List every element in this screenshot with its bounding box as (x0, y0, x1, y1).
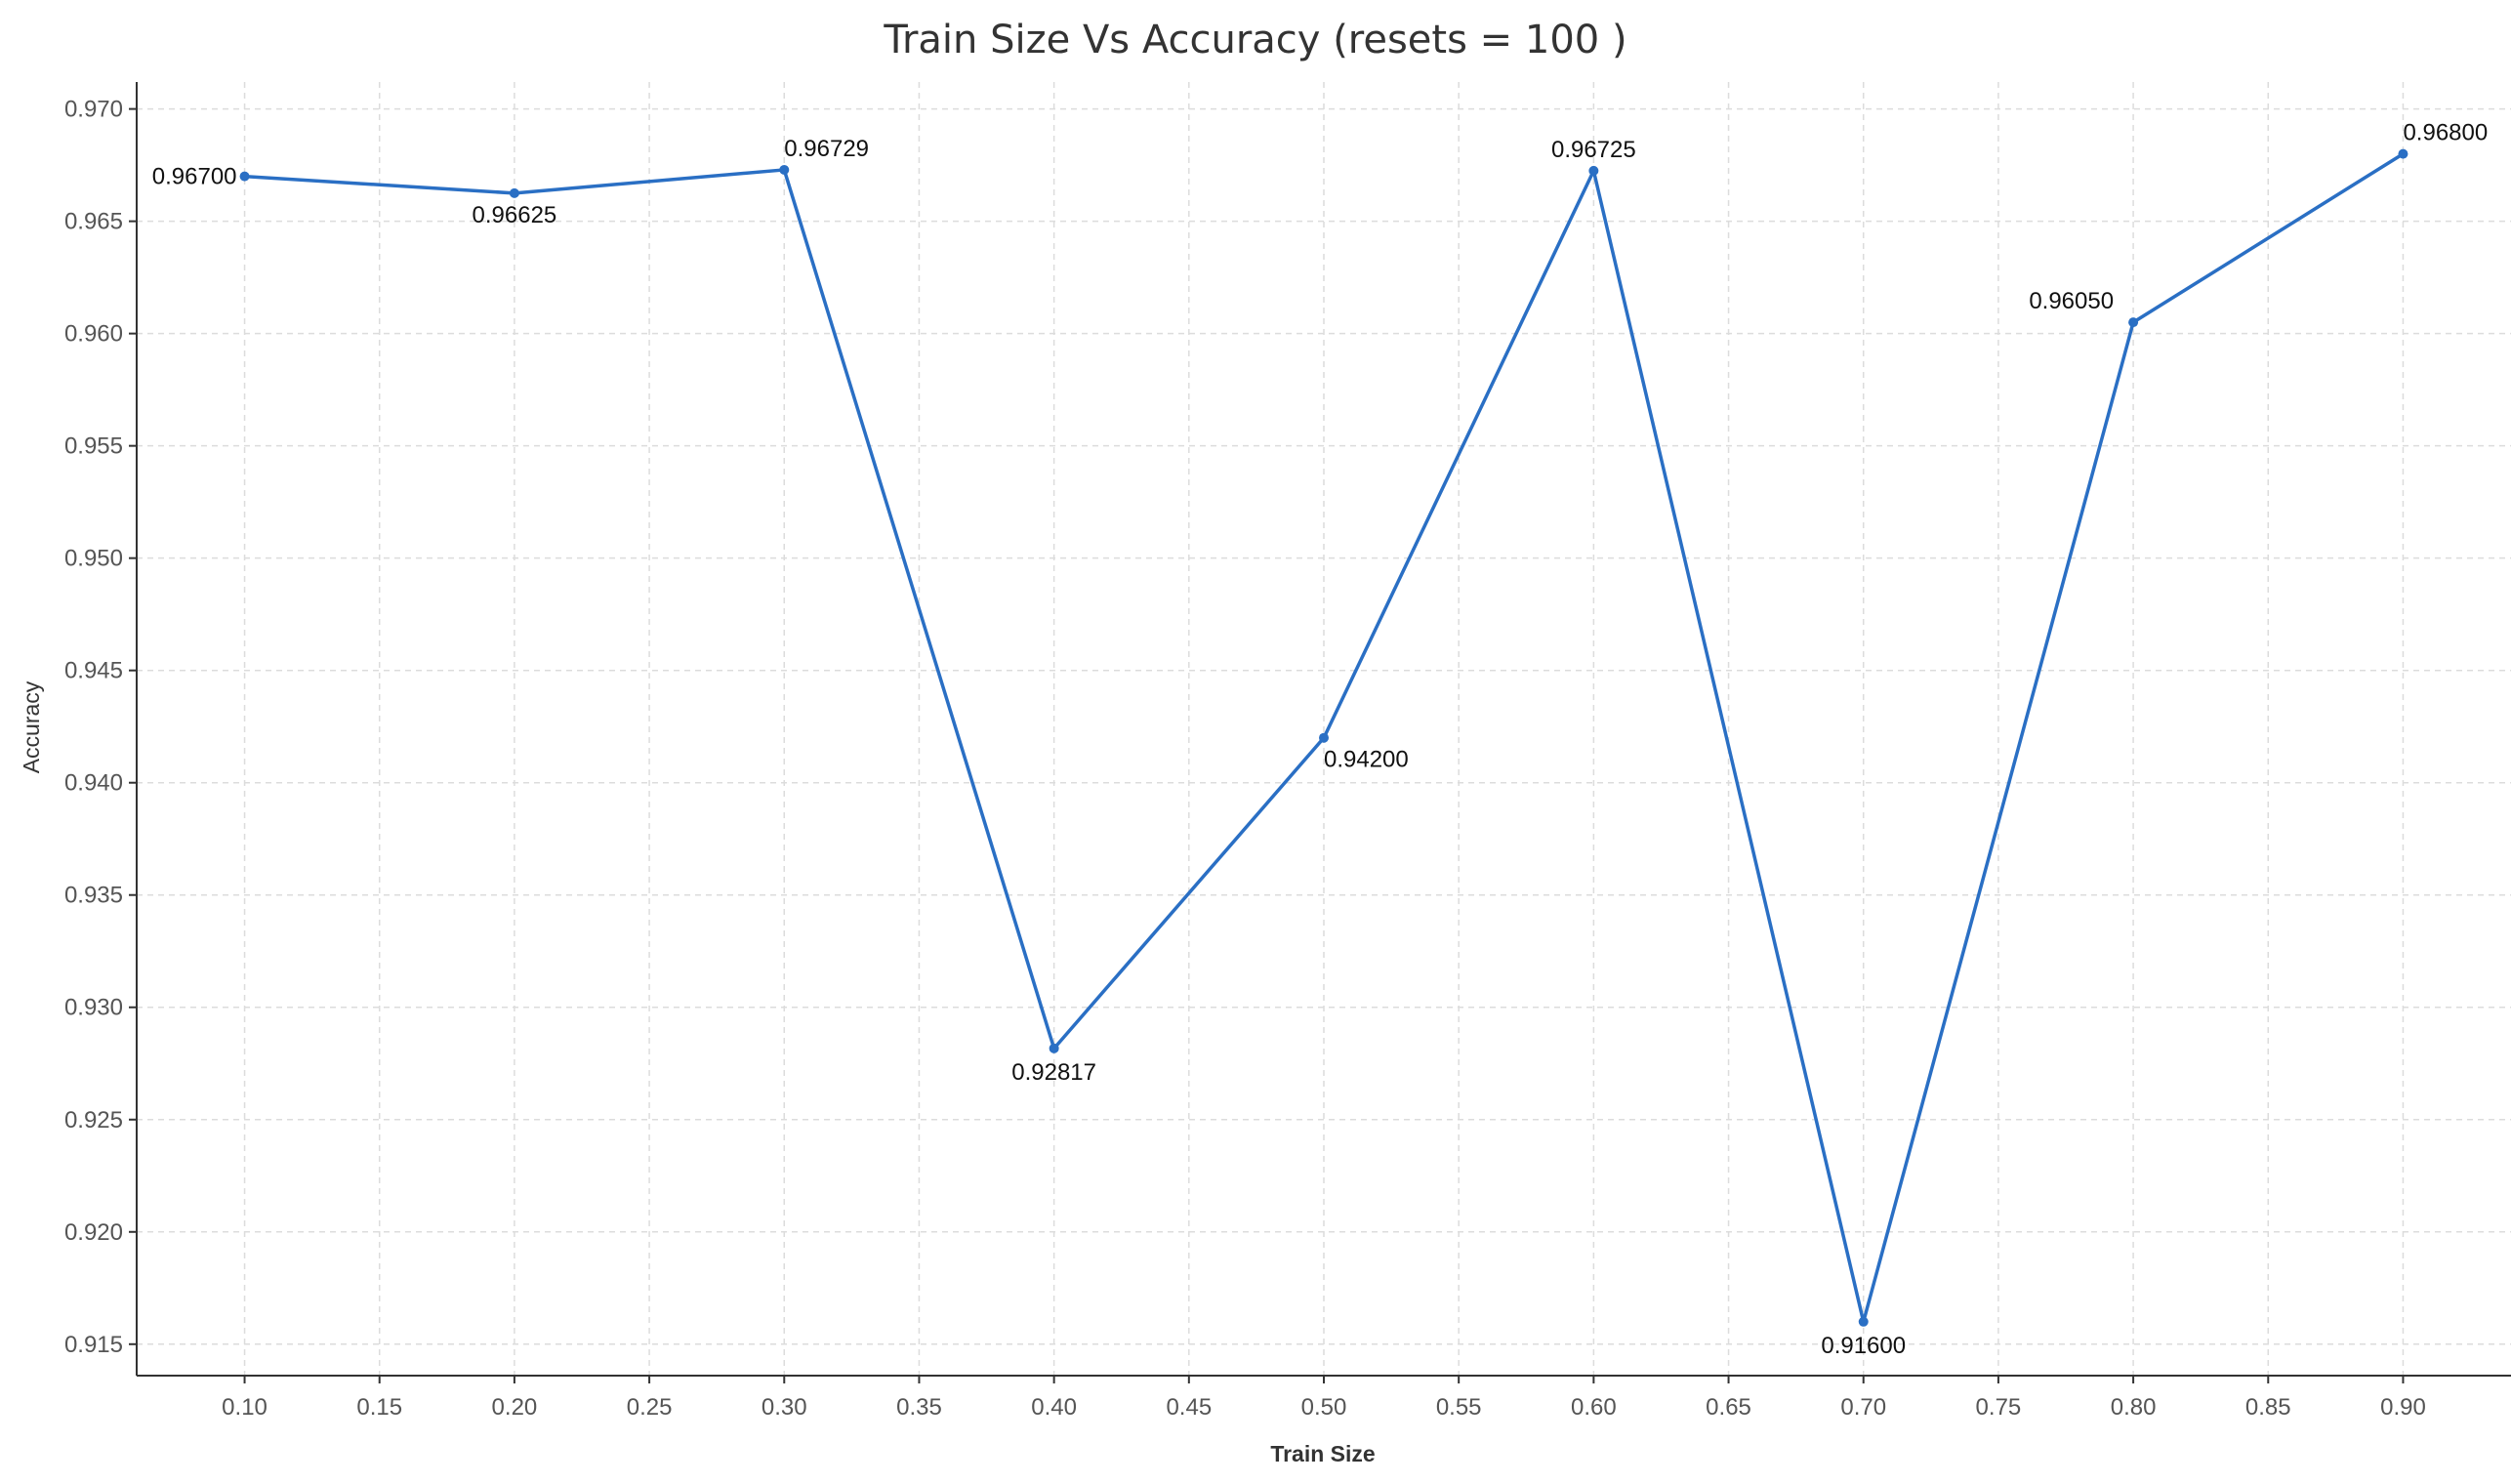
x-tick-label: 0.70 (1840, 1394, 1886, 1421)
data-point (239, 171, 250, 182)
data-point (2128, 317, 2139, 328)
x-tick-label: 0.75 (1976, 1394, 2022, 1421)
x-tick-label: 0.25 (627, 1394, 673, 1421)
x-tick-label: 0.10 (222, 1394, 268, 1421)
axes (129, 82, 2511, 1383)
y-axis-title: Accuracy (19, 680, 44, 773)
data-point (509, 187, 519, 198)
x-tick-label: 0.80 (2111, 1394, 2157, 1421)
x-tick-label: 0.50 (1301, 1394, 1347, 1421)
y-tick-label: 0.945 (64, 658, 123, 684)
series-accuracy (239, 148, 2408, 1327)
x-tick-label: 0.65 (1706, 1394, 1751, 1421)
data-label: 0.96729 (784, 136, 869, 162)
data-label: 0.96725 (1551, 137, 1636, 163)
y-tick-label: 0.950 (64, 546, 123, 572)
x-tick-label: 0.35 (896, 1394, 942, 1421)
data-point (1588, 165, 1599, 176)
y-tick-label: 0.965 (64, 209, 123, 235)
x-tick-label: 0.85 (2245, 1394, 2291, 1421)
x-tick-label: 0.55 (1436, 1394, 1482, 1421)
data-point (1858, 1316, 1869, 1327)
grid-lines (137, 82, 2511, 1376)
y-tick-label: 0.940 (64, 770, 123, 797)
chart-title: Train Size Vs Accuracy (resets = 100 ) (883, 18, 1626, 62)
y-tick-label: 0.930 (64, 995, 123, 1021)
y-tick-label: 0.955 (64, 433, 123, 460)
y-tick-label: 0.935 (64, 883, 123, 909)
data-label: 0.96800 (2403, 120, 2488, 146)
x-tick-label: 0.20 (492, 1394, 538, 1421)
data-label: 0.91600 (1821, 1333, 1906, 1359)
y-tick-label: 0.970 (64, 97, 123, 123)
data-point (779, 164, 790, 175)
x-axis-title: Train Size (1270, 1441, 1375, 1466)
data-point (1319, 732, 1329, 743)
data-point (2398, 148, 2408, 159)
data-label: 0.92817 (1011, 1059, 1096, 1086)
y-tick-label: 0.915 (64, 1332, 123, 1358)
y-tick-label: 0.920 (64, 1219, 123, 1246)
x-tick-label: 0.40 (1031, 1394, 1077, 1421)
data-label: 0.96625 (473, 202, 557, 228)
data-label: 0.96050 (2029, 288, 2114, 314)
x-tick-label: 0.30 (762, 1394, 807, 1421)
data-point (1049, 1043, 1059, 1053)
x-tick-label: 0.15 (356, 1394, 402, 1421)
x-tick-label: 0.45 (1166, 1394, 1212, 1421)
x-tick-label: 0.60 (1571, 1394, 1617, 1421)
data-labels: 0.96700 0.96625 0.96729 0.92817 0.94200 0.967… (152, 120, 2488, 1359)
x-tick-label: 0.90 (2380, 1394, 2426, 1421)
y-tick-label: 0.960 (64, 321, 123, 348)
data-label: 0.96700 (152, 164, 237, 190)
data-label: 0.94200 (1324, 747, 1409, 773)
y-tick-label: 0.925 (64, 1107, 123, 1134)
tick-labels: 0.10 0.15 0.20 0.25 0.30 0.35 0.40 0.45 0.50 0.55… (64, 97, 2426, 1421)
